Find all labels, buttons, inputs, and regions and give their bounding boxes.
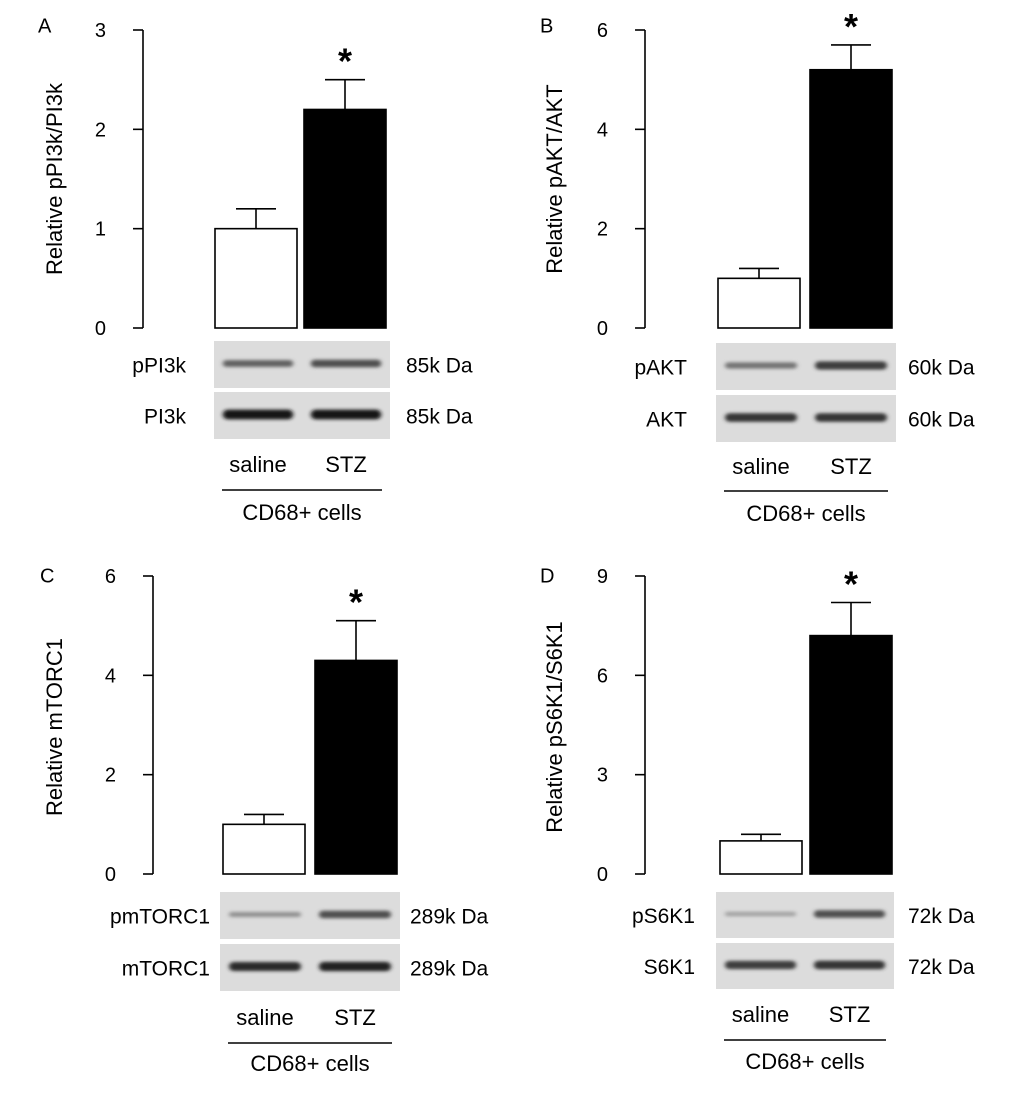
group-caption: CD68+ cells	[250, 1051, 369, 1076]
group-caption: CD68+ cells	[242, 500, 361, 525]
blot-band	[310, 409, 382, 420]
blot-protein-label: S6K1	[644, 956, 695, 979]
blot-kda-label: 289k Da	[410, 906, 489, 929]
y-tick-label: 2	[105, 765, 116, 787]
blot-kda-label: 60k Da	[908, 357, 975, 380]
blot-kda-label: 85k Da	[406, 355, 473, 378]
y-tick-label: 2	[597, 219, 608, 241]
group-label-stz: STZ	[829, 1002, 871, 1027]
y-axis-label: Relative pPI3k/PI3k	[42, 82, 67, 275]
blot-protein-label: pS6K1	[632, 905, 695, 928]
blot-band	[310, 359, 382, 368]
blot-protein-label: pAKT	[634, 357, 687, 380]
bar-stz	[303, 108, 387, 329]
panel-letter: C	[40, 565, 54, 587]
group-label-saline: saline	[229, 452, 286, 477]
y-tick-label: 4	[105, 665, 116, 687]
group-label-stz: STZ	[325, 452, 367, 477]
blot-kda-label: 72k Da	[908, 905, 975, 928]
chart-panel-a: A 0 1 2 3 Relative pPI3k/PI3k * pPI3k 85k Da PI3k…	[0, 0, 500, 555]
bar-stz	[809, 634, 893, 875]
blot-kda-label: 72k Da	[908, 956, 975, 979]
group-caption: CD68+ cells	[745, 1049, 864, 1074]
blot-band	[222, 409, 294, 420]
blot-protein-label: pmTORC1	[110, 906, 210, 929]
blot-band	[815, 413, 887, 422]
y-tick-label: 4	[597, 119, 608, 141]
y-tick-label: 0	[597, 318, 608, 340]
chart-panel-d: D 0 3 6 9 Relative pS6K1/S6K1 * pS6K1 72k Da S6K1…	[500, 555, 1000, 1110]
chart-svg-b: B 0 2 4 6 Relative pAKT/AKT * pAKT 60k Da AKT 60k …	[540, 6, 975, 526]
chart-panel-c: C 0 2 4 6 Relative mTORC1 * pmTORC1 289k Da mTORC…	[0, 555, 500, 1110]
blot-protein-label: pPI3k	[132, 355, 186, 378]
blot-protein-label: PI3k	[144, 406, 187, 429]
group-label-saline: saline	[236, 1005, 293, 1030]
y-tick-label: 6	[105, 566, 116, 588]
blot-kda-label: 60k Da	[908, 409, 975, 432]
blot-band	[222, 360, 294, 367]
group-label-saline: saline	[732, 1002, 789, 1027]
chart-panel-b: B 0 2 4 6 Relative pAKT/AKT * pAKT 60k Da AKT 60k …	[500, 0, 1000, 555]
y-tick-label: 9	[597, 566, 608, 588]
blot-band	[724, 960, 797, 970]
y-axis-label: Relative mTORC1	[42, 638, 67, 816]
blot-protein-label: AKT	[646, 409, 687, 432]
blot-band	[319, 961, 391, 972]
bar-stz	[314, 659, 398, 875]
bar-saline	[717, 277, 801, 329]
blot-kda-label: 289k Da	[410, 958, 489, 981]
chart-svg-a: A 0 1 2 3 Relative pPI3k/PI3k * pPI3k 85k Da PI3k…	[38, 15, 473, 525]
blot-band	[229, 911, 301, 918]
y-axis-label: Relative pAKT/AKT	[542, 84, 567, 274]
bar-saline	[214, 227, 298, 329]
y-tick-label: 3	[597, 765, 608, 787]
y-tick-label: 2	[95, 119, 106, 141]
blot-band	[813, 910, 886, 918]
bar-saline	[222, 823, 306, 875]
blot-band	[815, 361, 887, 370]
panel-letter: D	[540, 565, 554, 587]
group-label-saline: saline	[732, 454, 789, 479]
group-caption: CD68+ cells	[746, 501, 865, 526]
y-tick-label: 0	[597, 864, 608, 886]
group-label-stz: STZ	[830, 454, 872, 479]
group-label-stz: STZ	[334, 1005, 376, 1030]
panel-letter: A	[38, 15, 52, 37]
y-axis-label: Relative pS6K1/S6K1	[542, 621, 567, 833]
blot-protein-label: mTORC1	[122, 958, 210, 981]
blot-band	[725, 362, 797, 369]
y-tick-label: 0	[105, 864, 116, 886]
chart-svg-d: D 0 3 6 9 Relative pS6K1/S6K1 * pS6K1 72k Da S6K1…	[540, 563, 975, 1074]
blot-band	[725, 413, 797, 422]
blot-band	[319, 910, 391, 919]
significance-marker: *	[349, 582, 363, 623]
y-tick-label: 6	[597, 665, 608, 687]
y-tick-label: 1	[95, 219, 106, 241]
panel-letter: B	[540, 15, 553, 37]
bar-saline	[719, 840, 803, 875]
y-tick-label: 6	[597, 20, 608, 42]
y-tick-label: 3	[95, 20, 106, 42]
bar-stz	[809, 68, 893, 329]
chart-svg-c: C 0 2 4 6 Relative mTORC1 * pmTORC1 289k Da mTORC…	[40, 565, 489, 1076]
blot-kda-label: 85k Da	[406, 406, 473, 429]
blot-band	[813, 960, 886, 970]
blot-band	[724, 911, 797, 917]
significance-marker: *	[844, 563, 858, 604]
blot-band	[229, 962, 301, 971]
significance-marker: *	[844, 6, 858, 47]
significance-marker: *	[338, 41, 352, 82]
y-tick-label: 0	[95, 318, 106, 340]
